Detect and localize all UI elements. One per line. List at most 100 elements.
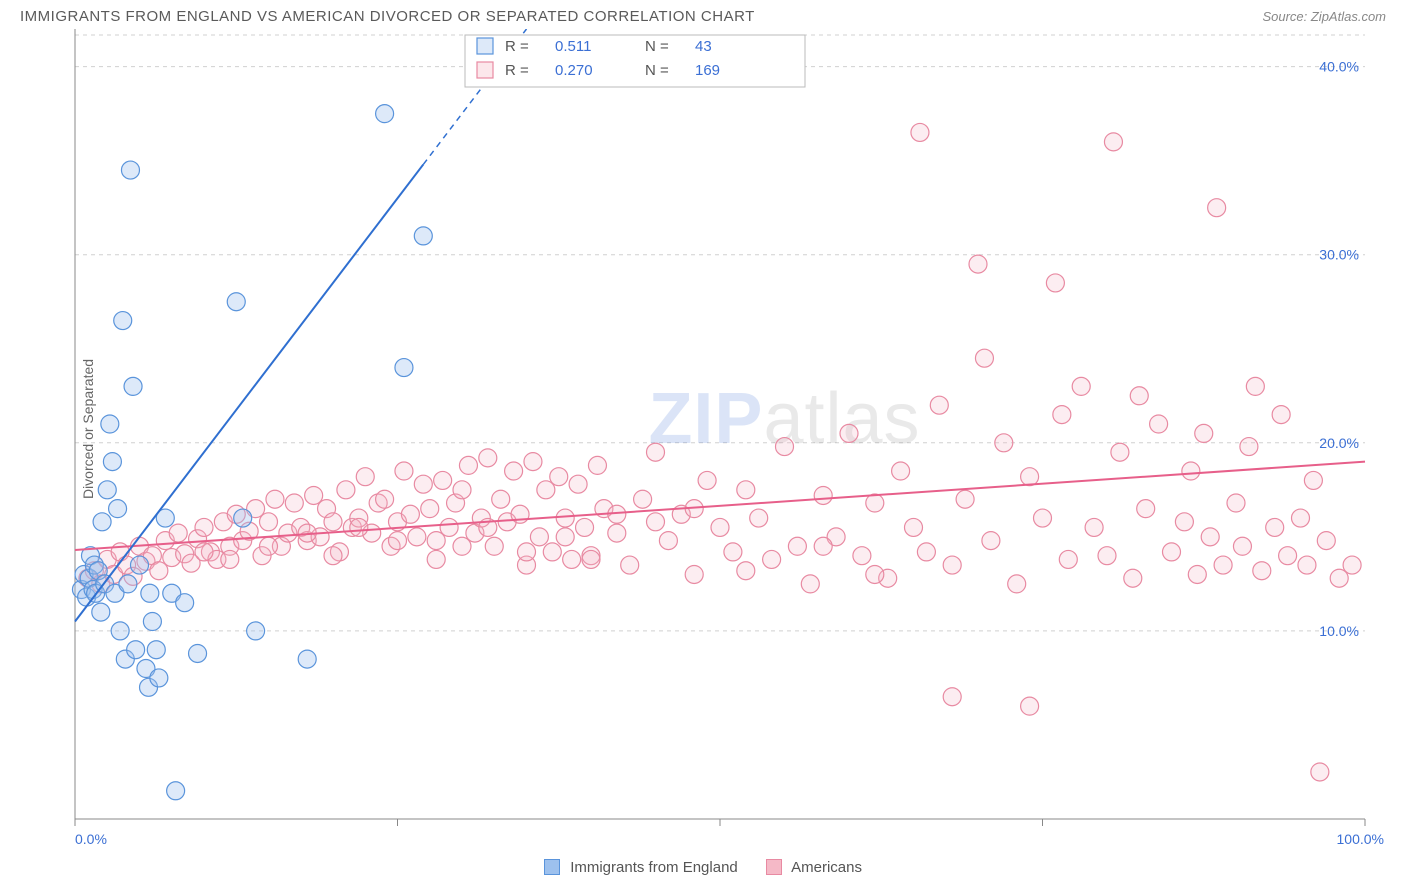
point-americans: [905, 518, 923, 536]
point-immigrants: [395, 359, 413, 377]
y-axis-label: Divorced or Separated: [80, 359, 96, 499]
legend-r-label: R =: [505, 38, 529, 55]
point-americans: [724, 543, 742, 561]
point-americans: [1343, 556, 1361, 574]
point-americans: [376, 490, 394, 508]
point-americans: [550, 468, 568, 486]
point-americans: [505, 462, 523, 480]
point-americans: [221, 550, 239, 568]
y-tick-label: 10.0%: [1319, 623, 1359, 639]
point-americans: [801, 575, 819, 593]
point-americans: [1059, 550, 1077, 568]
x-tick-max: 100.0%: [1337, 831, 1384, 847]
point-americans: [956, 490, 974, 508]
point-immigrants: [227, 293, 245, 311]
point-americans: [1246, 377, 1264, 395]
point-americans: [1085, 518, 1103, 536]
point-americans: [285, 494, 303, 512]
point-americans: [1124, 569, 1142, 587]
point-immigrants: [176, 594, 194, 612]
point-americans: [414, 475, 432, 493]
point-americans: [1201, 528, 1219, 546]
point-immigrants: [93, 513, 111, 531]
point-americans: [943, 556, 961, 574]
point-americans: [563, 550, 581, 568]
point-americans: [1311, 763, 1329, 781]
point-immigrants: [234, 509, 252, 527]
point-americans: [459, 456, 477, 474]
point-americans: [356, 468, 374, 486]
point-americans: [943, 688, 961, 706]
bottom-legend: Immigrants from England Americans: [0, 859, 1406, 876]
legend-r-value: 0.270: [555, 62, 593, 79]
point-immigrants: [247, 622, 265, 640]
point-americans: [840, 424, 858, 442]
point-americans: [169, 524, 187, 542]
point-americans: [1182, 462, 1200, 480]
point-americans: [975, 349, 993, 367]
point-americans: [647, 443, 665, 461]
point-americans: [1266, 518, 1284, 536]
point-americans: [427, 550, 445, 568]
point-americans: [389, 532, 407, 550]
point-immigrants: [119, 575, 137, 593]
point-americans: [711, 518, 729, 536]
point-americans: [1233, 537, 1251, 555]
point-americans: [408, 528, 426, 546]
point-americans: [647, 513, 665, 531]
point-americans: [440, 518, 458, 536]
point-americans: [995, 434, 1013, 452]
point-americans: [576, 518, 594, 536]
point-americans: [1253, 562, 1271, 580]
point-americans: [917, 543, 935, 561]
legend-r-value: 0.511: [555, 38, 591, 55]
legend-n-value: 43: [695, 38, 712, 55]
point-immigrants: [150, 669, 168, 687]
point-americans: [195, 543, 213, 561]
point-immigrants: [124, 377, 142, 395]
point-americans: [737, 481, 755, 499]
point-americans: [401, 505, 419, 523]
point-americans: [337, 481, 355, 499]
point-americans: [479, 449, 497, 467]
point-americans: [324, 547, 342, 565]
y-tick-label: 40.0%: [1319, 59, 1359, 75]
point-americans: [195, 518, 213, 536]
point-americans: [1072, 377, 1090, 395]
point-americans: [1053, 406, 1071, 424]
point-americans: [659, 532, 677, 550]
point-americans: [930, 396, 948, 414]
point-americans: [395, 462, 413, 480]
point-americans: [1317, 532, 1335, 550]
point-americans: [685, 565, 703, 583]
point-americans: [1021, 697, 1039, 715]
point-immigrants: [109, 500, 127, 518]
point-americans: [776, 438, 794, 456]
x-tick-min: 0.0%: [75, 831, 107, 847]
legend-swatch: [477, 62, 493, 78]
legend-item-a: Immigrants from England: [544, 859, 738, 876]
point-americans: [1175, 513, 1193, 531]
point-americans: [1304, 471, 1322, 489]
point-americans: [434, 471, 452, 489]
point-americans: [350, 518, 368, 536]
legend-swatch: [477, 38, 493, 54]
point-americans: [1098, 547, 1116, 565]
point-americans: [556, 509, 574, 527]
point-immigrants: [101, 415, 119, 433]
point-immigrants: [111, 622, 129, 640]
point-americans: [892, 462, 910, 480]
point-americans: [1292, 509, 1310, 527]
point-americans: [1195, 424, 1213, 442]
point-immigrants: [92, 603, 110, 621]
point-americans: [421, 500, 439, 518]
point-americans: [1163, 543, 1181, 561]
legend-n-label: N =: [645, 38, 669, 55]
point-immigrants: [103, 453, 121, 471]
legend-swatch-a: [544, 859, 560, 875]
point-americans: [1021, 468, 1039, 486]
point-americans: [1298, 556, 1316, 574]
point-americans: [1130, 387, 1148, 405]
point-americans: [1008, 575, 1026, 593]
point-immigrants: [414, 227, 432, 245]
